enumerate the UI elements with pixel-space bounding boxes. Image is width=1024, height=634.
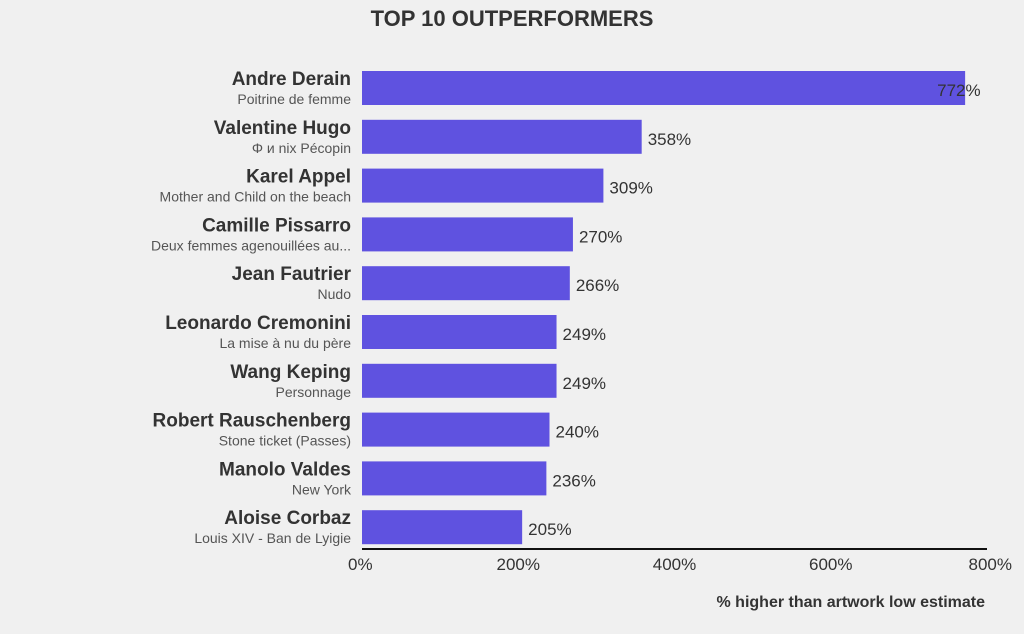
x-tick-label: 200% — [497, 555, 540, 574]
x-axis-title: % higher than artwork low estimate — [717, 594, 986, 611]
bar-artwork-label: New York — [292, 481, 352, 497]
bar-artwork-label: Stone ticket (Passes) — [219, 433, 351, 449]
bar-artist-label: Aloise Corbaz — [224, 508, 351, 529]
bar-artist-label: Jean Fautrier — [232, 264, 352, 285]
bar — [362, 461, 547, 496]
bar-artist-label: Andre Derain — [232, 69, 351, 90]
bar — [362, 168, 604, 203]
bar-artwork-label: Louis XIV - Ban de Lyigie — [194, 530, 351, 546]
bar — [362, 119, 642, 154]
bar-value-label: 266% — [576, 276, 619, 295]
bar — [362, 71, 966, 105]
bar — [362, 266, 570, 301]
x-axis-ticks: 0% 200% 400% 600% 800% — [348, 555, 1012, 574]
bar — [362, 412, 550, 447]
x-tick-label: 600% — [809, 555, 852, 574]
bar-artwork-label: Deux femmes agenouillées au... — [151, 237, 351, 253]
bar — [362, 315, 557, 349]
bar-value-label: 249% — [563, 374, 606, 393]
bar-value-label: 205% — [528, 520, 571, 539]
bar-artist-label: Manolo Valdes — [219, 459, 351, 480]
chart-title: TOP 10 OUTPERFORMERS — [371, 6, 654, 31]
bar-artwork-label: Φ и nix Pécopin — [252, 140, 351, 156]
bar — [362, 217, 573, 252]
bar-artist-label: Valentine Hugo — [214, 118, 351, 139]
bar-artist-label: Karel Appel — [246, 167, 351, 188]
bar-value-label: 358% — [648, 130, 691, 149]
bar-value-label: 240% — [556, 423, 599, 442]
x-tick-label: 400% — [653, 555, 696, 574]
x-tick-label: 0% — [348, 555, 373, 574]
bar-artist-label: Leonardo Cremonini — [165, 313, 351, 334]
x-tick-label: 800% — [969, 555, 1012, 574]
bar-artwork-label: Poitrine de femme — [237, 91, 351, 107]
bar-artist-label: Camille Pissarro — [202, 215, 351, 236]
bar — [362, 363, 557, 398]
value-labels: 772% 358% 309% 270% 266% 249% 249% 240% 236% 205% — [528, 81, 980, 539]
bar-value-label: 236% — [552, 471, 595, 490]
bar-value-label: 249% — [563, 325, 606, 344]
bar-artwork-label: La mise à nu du père — [219, 335, 351, 351]
bar — [362, 510, 523, 545]
bar-value-label: 270% — [579, 227, 622, 246]
bar-value-label: 772% — [937, 81, 980, 100]
bar-artwork-label: Personnage — [275, 384, 351, 400]
bar-value-label: 309% — [609, 179, 652, 198]
bar-artist-label: Wang Keping — [230, 362, 351, 383]
bar-artwork-label: Nudo — [318, 286, 352, 302]
bar-artwork-label: Mother and Child on the beach — [160, 189, 351, 205]
bar-artist-label: Robert Rauschenberg — [153, 411, 351, 432]
bars-layer — [362, 71, 966, 545]
